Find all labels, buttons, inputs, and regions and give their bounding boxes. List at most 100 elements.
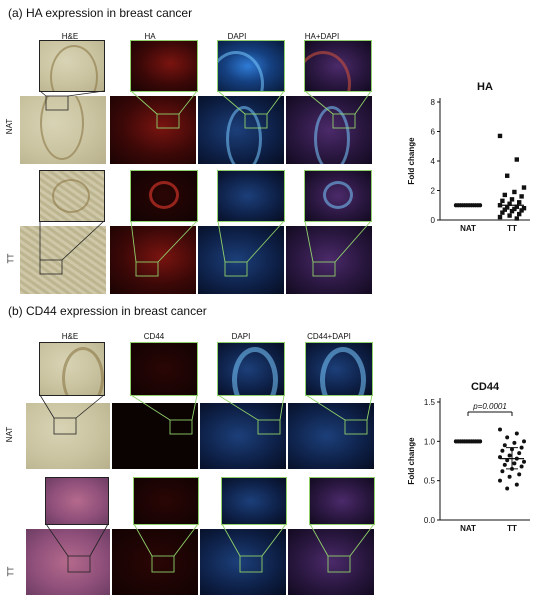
data-point xyxy=(519,208,524,213)
panel-b-tt-merge-inset xyxy=(309,477,375,525)
x-tick-label: TT xyxy=(507,224,517,233)
panel-b-tt-he-inset xyxy=(45,477,109,525)
panel-a-nat-ha-tile xyxy=(110,96,196,164)
y-tick-label: 0.5 xyxy=(424,477,436,486)
data-point xyxy=(517,200,522,205)
panel-a-col-ha: HA xyxy=(144,32,156,41)
p-value-annotation: p=0.0001 xyxy=(472,402,507,411)
data-point xyxy=(519,445,524,450)
data-point xyxy=(512,440,517,445)
cd44-fold-change-chart: CD44 Fold change 0.0 0.5 1.0 1.5 NAT TT p=0.0001 xyxy=(407,381,530,533)
panel-b-nat-dapi-tile xyxy=(200,403,286,469)
y-tick-label: 6 xyxy=(431,128,436,137)
data-point xyxy=(517,211,522,217)
panel-b-tt-cd44-tile xyxy=(112,529,198,595)
panel-b-nat-dapi-inset xyxy=(217,342,285,396)
panel-b-nat-merge-inset xyxy=(305,342,373,396)
data-point xyxy=(521,206,527,211)
panel-a-nat-he-tile xyxy=(20,96,106,164)
panel-a-col-merge: HA+DAPI xyxy=(304,32,340,41)
data-point xyxy=(522,459,526,464)
data-point xyxy=(517,472,522,477)
panel-b-nat-cd44-tile xyxy=(112,403,198,469)
panel-a-nat-ha-inset xyxy=(130,40,198,92)
panel-a-nat-dapi-inset xyxy=(217,40,285,92)
panel-a-nat-he-inset xyxy=(39,40,105,92)
panel-a-tt-he-inset xyxy=(39,170,105,222)
panel-b-nat-he-inset xyxy=(39,342,105,396)
data-point xyxy=(514,157,519,162)
panel-b-tt-merge-tile xyxy=(288,529,374,595)
data-point xyxy=(498,427,502,432)
y-tick-label: 2 xyxy=(431,187,436,196)
data-point xyxy=(514,482,519,487)
y-tick-label: 0 xyxy=(431,216,436,225)
panel-a-col-he: H&E xyxy=(61,32,79,41)
x-tick-label: NAT xyxy=(460,524,476,533)
panel-a-nat-merge-tile xyxy=(286,96,372,164)
data-point xyxy=(512,461,517,466)
panel-b-col-cd44: CD44 xyxy=(143,332,165,341)
data-point xyxy=(507,213,512,218)
data-point xyxy=(500,448,505,453)
y-tick-label: 4 xyxy=(431,157,436,166)
data-point xyxy=(478,439,483,444)
chart-title: CD44 xyxy=(471,381,500,393)
data-point xyxy=(502,443,507,448)
panel-a-col-dapi: DAPI xyxy=(227,32,247,41)
data-point xyxy=(500,198,505,204)
ha-fold-change-chart: HA Fold change 0 2 4 6 8 NAT TT xyxy=(407,81,530,233)
panel-b-title: (b) CD44 expression in breast cancer xyxy=(8,304,207,318)
data-point xyxy=(512,189,517,195)
data-point xyxy=(522,439,526,444)
data-point xyxy=(497,214,503,220)
data-point xyxy=(502,192,507,198)
data-point xyxy=(514,204,519,209)
y-axis-label: Fold change xyxy=(407,437,416,485)
y-tick-label: 8 xyxy=(431,98,436,107)
data-point xyxy=(507,474,512,479)
panel-b-nat-merge-tile xyxy=(288,403,374,469)
panel-a-nat-dapi-tile xyxy=(198,96,284,164)
data-point xyxy=(502,207,507,212)
data-point xyxy=(509,208,515,214)
data-point xyxy=(517,451,522,456)
y-axis-label: Fold change xyxy=(407,137,416,185)
data-point xyxy=(514,216,519,221)
panel-b-nat-cd44-inset xyxy=(130,342,198,396)
data-point xyxy=(519,194,524,199)
panel-a-tt-dapi-inset xyxy=(217,170,285,222)
y-tick-label: 0.0 xyxy=(424,516,436,525)
panel-a-tt-he-tile xyxy=(20,226,106,294)
panel-a-tt-merge-inset xyxy=(304,170,372,222)
panel-a-nat-merge-inset xyxy=(304,40,372,92)
panel-a-tt-merge-tile xyxy=(286,226,372,294)
data-point xyxy=(505,205,510,210)
data-point xyxy=(498,478,502,483)
data-point xyxy=(505,486,510,491)
panel-b-tt-cd44-inset xyxy=(133,477,199,525)
x-tick-label: TT xyxy=(507,524,517,533)
data-point xyxy=(519,464,524,469)
data-point xyxy=(497,133,503,139)
data-point xyxy=(500,210,505,215)
panel-b-col-dapi: DAPI xyxy=(231,332,251,341)
x-tick-label: NAT xyxy=(460,224,476,233)
y-tick-label: 1.0 xyxy=(424,437,436,446)
panel-a-title: (a) HA expression in breast cancer xyxy=(8,6,193,20)
data-point xyxy=(505,173,510,178)
y-tick-label: 1.5 xyxy=(424,398,436,407)
data-point xyxy=(507,453,512,458)
data-point xyxy=(512,206,517,212)
panel-b-col-merge: CD44+DAPI xyxy=(307,332,351,341)
panel-a-tt-ha-inset xyxy=(130,170,198,222)
data-point xyxy=(502,462,507,467)
data-point xyxy=(500,469,505,474)
data-point xyxy=(521,185,527,190)
data-point xyxy=(514,431,519,436)
panel-b-tt-dapi-inset xyxy=(221,477,287,525)
panel-b-nat-he-tile xyxy=(26,403,110,469)
data-point xyxy=(505,435,510,440)
